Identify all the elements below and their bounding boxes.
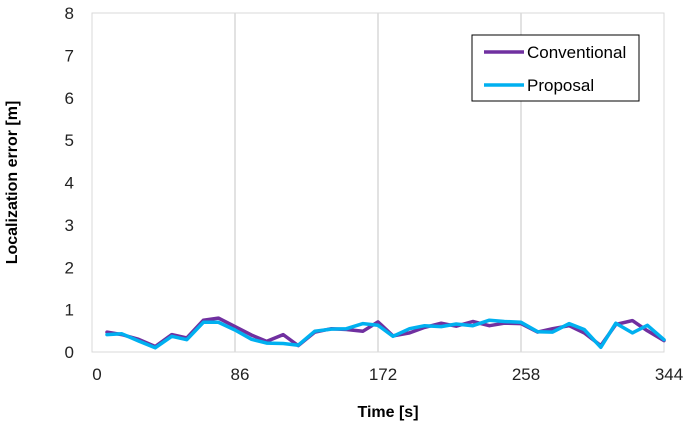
series-line-proposal xyxy=(105,318,666,350)
y-axis-title: Localization error [m] xyxy=(4,101,21,265)
y-tick-label: 3 xyxy=(65,216,74,235)
legend-box xyxy=(471,34,640,102)
x-tick-label: 258 xyxy=(512,365,540,384)
x-tick-label: 344 xyxy=(655,365,683,384)
y-tick-label: 4 xyxy=(65,174,74,193)
y-tick-label: 0 xyxy=(65,343,74,362)
legend-label-proposal: Proposal xyxy=(527,76,594,95)
x-tick-labels: 0 86 172 258 344 xyxy=(92,365,683,384)
legend: Conventional Proposal xyxy=(471,34,640,102)
y-tick-label: 5 xyxy=(65,131,74,150)
y-tick-label: 8 xyxy=(65,4,74,23)
y-tick-label: 6 xyxy=(65,89,74,108)
y-tick-label: 1 xyxy=(65,301,74,320)
y-tick-label: 2 xyxy=(65,258,74,277)
y-tick-label: 7 xyxy=(65,46,74,65)
x-tick-label: 86 xyxy=(231,365,250,384)
legend-label-conventional: Conventional xyxy=(527,43,626,62)
x-tick-label: 172 xyxy=(369,365,397,384)
x-tick-label: 0 xyxy=(92,365,101,384)
x-axis-title: Time [s] xyxy=(357,404,418,421)
series-lines xyxy=(105,316,666,350)
y-tick-labels: 0 1 2 3 4 5 6 7 8 xyxy=(65,4,74,362)
